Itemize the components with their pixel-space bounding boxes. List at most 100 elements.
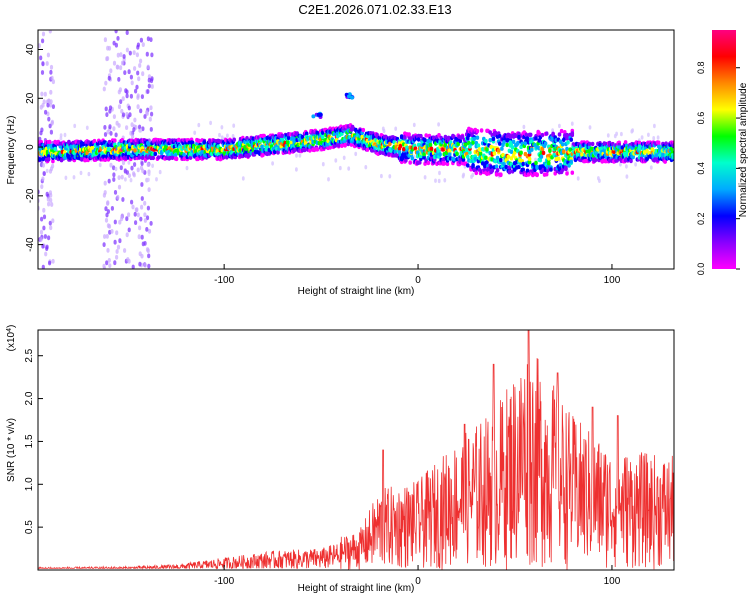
noise-speckle xyxy=(423,175,427,180)
noise-speckle xyxy=(106,209,110,214)
band-cell xyxy=(523,141,528,146)
noise-speckle xyxy=(128,112,132,118)
band-cell xyxy=(452,157,456,162)
band-cell xyxy=(428,142,433,148)
noise-speckle xyxy=(146,248,150,254)
noise-speckle xyxy=(102,192,106,198)
band-cell xyxy=(232,137,236,142)
noise-speckle xyxy=(102,86,106,92)
noise-speckle xyxy=(647,132,650,137)
band-cell xyxy=(538,158,543,163)
noise-speckle xyxy=(226,133,229,138)
band-cell xyxy=(153,151,158,157)
band-cell xyxy=(494,172,499,177)
noise-speckle xyxy=(137,76,141,82)
noise-speckle xyxy=(145,215,150,221)
band-cell xyxy=(590,141,595,147)
noise-speckle xyxy=(140,196,144,201)
noise-speckle xyxy=(141,168,145,174)
noise-speckle xyxy=(108,124,112,130)
noise-speckle xyxy=(131,204,135,210)
noise-speckle xyxy=(125,216,129,222)
noise-speckle xyxy=(130,122,134,127)
noise-speckle xyxy=(119,99,123,104)
noise-speckle xyxy=(120,108,124,114)
noise-speckle xyxy=(45,168,49,174)
band-cell xyxy=(293,147,297,152)
band-cell xyxy=(336,143,341,148)
x-tick-label: -100 xyxy=(214,275,234,286)
noise-speckle xyxy=(139,58,143,64)
noise-speckle xyxy=(42,214,47,220)
noise-speckle xyxy=(112,114,116,119)
band-cell xyxy=(423,138,427,143)
band-cell xyxy=(261,152,265,158)
noise-speckle xyxy=(49,64,54,70)
noise-speckle xyxy=(443,178,447,183)
band-cell xyxy=(598,142,602,148)
band-cell xyxy=(539,154,544,159)
band-cell xyxy=(455,151,459,157)
band-cell xyxy=(519,150,523,155)
band-cell xyxy=(556,156,561,161)
band-cell xyxy=(543,141,548,146)
noise-speckle xyxy=(149,105,153,111)
band-cell xyxy=(429,146,434,151)
noise-speckle xyxy=(131,134,135,139)
band-cell xyxy=(501,152,505,158)
noise-speckle xyxy=(44,251,48,257)
noise-speckle xyxy=(120,60,125,66)
band-cell xyxy=(631,154,635,160)
band-cell xyxy=(535,172,539,178)
noise-speckle xyxy=(149,37,153,42)
noise-speckle xyxy=(114,166,118,172)
noise-speckle xyxy=(588,125,592,130)
noise-speckle xyxy=(109,131,113,136)
band-cell xyxy=(521,161,525,167)
band-cell xyxy=(502,140,506,145)
noise-speckle xyxy=(103,37,107,43)
noise-speckle xyxy=(147,171,151,177)
band-cell xyxy=(320,134,325,140)
band-cell xyxy=(92,138,97,144)
noise-speckle xyxy=(125,47,129,53)
noise-speckle xyxy=(123,70,127,75)
noise-speckle xyxy=(136,167,140,173)
noise-speckle xyxy=(104,217,109,223)
band-cell xyxy=(458,138,463,144)
band-cell xyxy=(245,136,249,141)
band-cell xyxy=(544,172,549,177)
noise-speckle xyxy=(131,264,135,269)
band-cell xyxy=(509,149,514,154)
noise-speckle xyxy=(106,129,110,135)
y-tick-label: 20 xyxy=(25,92,36,104)
band-cell xyxy=(442,161,447,166)
colorbar-tick-label: 0.4 xyxy=(696,162,706,175)
noise-speckle xyxy=(338,165,342,171)
band-cell xyxy=(569,137,573,142)
noise-speckle xyxy=(49,225,53,231)
band-cell xyxy=(182,152,186,157)
noise-speckle xyxy=(394,126,398,131)
band-cell xyxy=(656,140,661,145)
noise-speckle xyxy=(143,241,147,246)
noise-speckle xyxy=(150,52,154,58)
band-cell xyxy=(47,139,52,145)
band-cell xyxy=(566,140,570,145)
noise-speckle xyxy=(121,112,126,118)
band-cell xyxy=(446,135,451,140)
noise-speckle xyxy=(40,184,44,190)
band-cell xyxy=(540,146,545,152)
noise-speckle xyxy=(117,77,121,82)
band-cell xyxy=(570,131,575,136)
noise-speckle xyxy=(50,202,54,207)
band-cell xyxy=(332,131,337,137)
band-cell xyxy=(489,165,494,170)
noise-speckle xyxy=(143,262,147,268)
band-cell xyxy=(560,167,565,172)
band-cell xyxy=(499,172,503,178)
band-cell xyxy=(467,132,471,138)
spectrogram-ylabel: Frequency (Hz) xyxy=(6,116,17,185)
band-cell xyxy=(378,150,383,155)
band-cell xyxy=(343,142,347,148)
